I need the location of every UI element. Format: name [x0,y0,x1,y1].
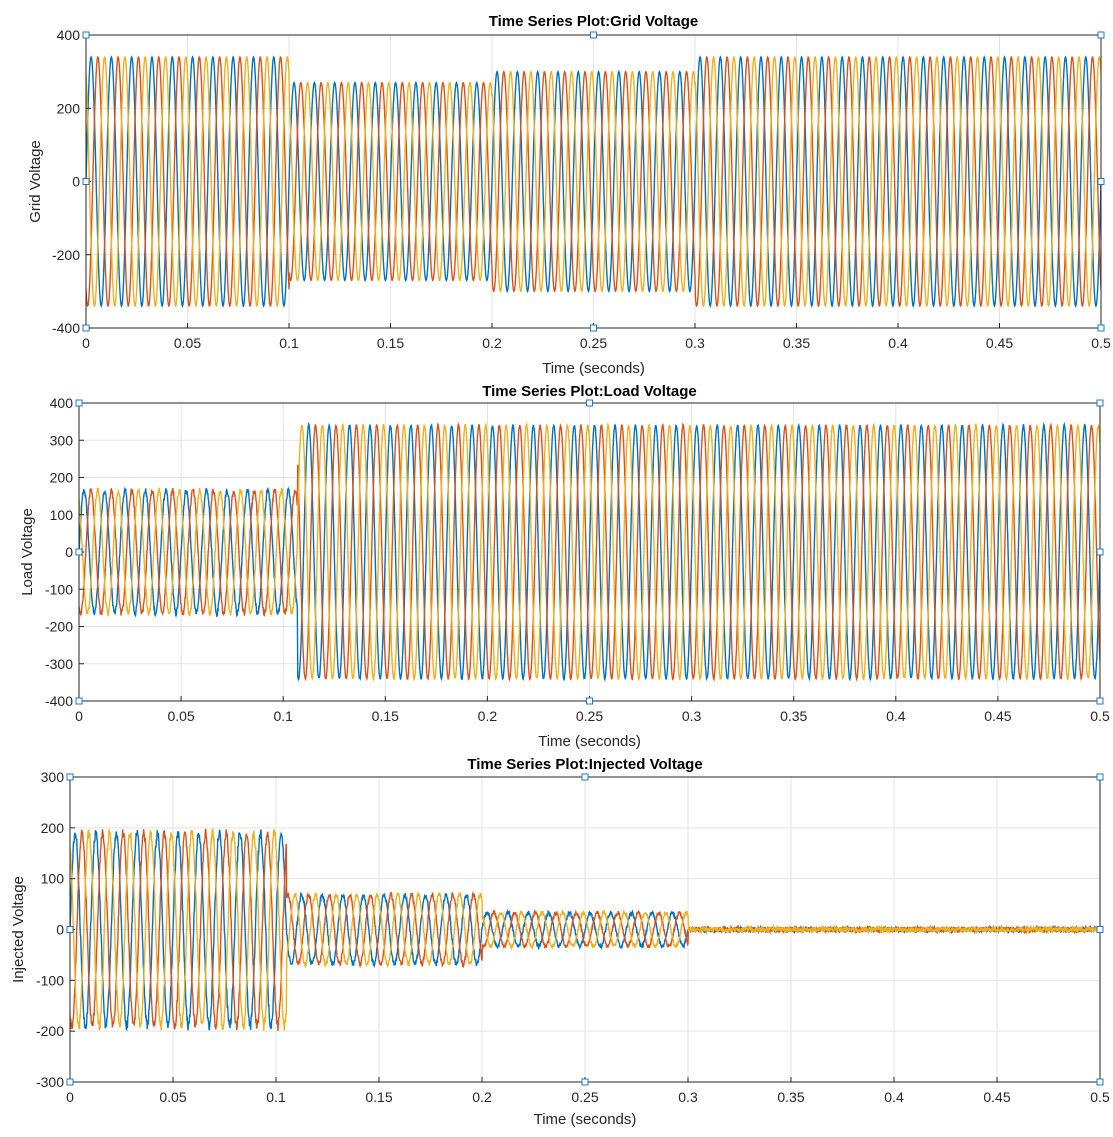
axes-handle[interactable] [82,324,90,332]
x-tick-label: 0.25 [576,708,603,724]
axes-handle[interactable] [75,399,83,407]
x-tick-label: 0.35 [783,335,810,351]
axes-handle[interactable] [1096,399,1104,407]
y-tick-label: -400 [52,320,80,336]
axes-handle[interactable] [66,773,74,781]
axes-handle[interactable] [1097,31,1105,39]
chart-panel-3: 0 0.05 0.1 0.15 0.2 0.25 0.3 0.35 0.4 0.45 0.5 -300… [10,756,1110,1128]
x-tick-label: 0.1 [266,1089,286,1105]
x-tick-label: 0.1 [279,335,299,351]
series-line-1 [86,55,1101,308]
axes-handle[interactable] [82,178,90,185]
axes-handle[interactable] [82,31,90,39]
x-tick-label: 0.2 [482,335,502,351]
y-tick-label: -300 [36,1074,64,1090]
chart-title: Time Series Plot:Grid Voltage [489,13,699,30]
axes-handle[interactable] [581,773,589,781]
axes-handle[interactable] [75,548,83,556]
y-tick-label: 100 [41,871,65,887]
y-tick-label: 0 [56,922,64,938]
y-tick-label: 400 [50,395,74,411]
x-tick-label: 0.45 [984,708,1011,724]
axes-handle[interactable] [581,1078,589,1086]
axes-handle[interactable] [1096,697,1104,705]
series-line-2 [86,55,1101,308]
chart-title: Time Series Plot:Injected Voltage [467,756,702,773]
axes-handle[interactable] [75,697,83,705]
y-tick-label: -200 [45,619,73,635]
y-tick-label: 0 [72,174,80,190]
x-tick-label: 0.5 [1090,1089,1110,1105]
x-tick-label: 0.45 [986,335,1013,351]
y-axis-label: Load Voltage [19,508,36,596]
x-tick-label: 0.05 [167,708,194,724]
axes-handle[interactable] [1096,773,1104,781]
x-tick-label: 0.15 [372,708,399,724]
x-tick-label: 0.3 [685,335,705,351]
axes-handle[interactable] [1096,926,1104,933]
x-tick-label: 0.15 [377,335,404,351]
y-tick-label: -300 [45,656,73,672]
y-tick-label: 200 [41,820,65,836]
y-axis-label: Grid Voltage [27,140,44,223]
x-tick-label: 0.3 [682,708,702,724]
x-tick-label: 0.15 [365,1089,392,1105]
series-line-1 [79,421,1100,682]
series-line-2 [79,422,1100,683]
y-tick-label: -400 [45,693,73,709]
y-tick-label: -200 [36,1023,64,1039]
y-tick-label: 300 [41,769,65,785]
axes-handle[interactable] [1096,548,1104,556]
axes-handle[interactable] [1096,1078,1104,1086]
x-tick-label: 0.45 [983,1089,1010,1105]
x-tick-label: 0.25 [571,1089,598,1105]
x-tick-label: 0 [82,335,90,351]
chart-panel-1: 0 0.05 0.1 0.15 0.2 0.25 0.3 0.35 0.4 0.45 0.5 -400… [27,13,1111,377]
x-tick-label: 0.05 [174,335,201,351]
x-tick-label: 0 [66,1089,74,1105]
y-tick-label: 200 [50,470,74,486]
x-tick-label: 0.05 [159,1089,186,1105]
axes-handle[interactable] [586,697,593,705]
x-tick-label: 0.25 [580,335,607,351]
x-tick-label: 0.4 [886,708,906,724]
axes-handle[interactable] [66,926,74,933]
axes-handle[interactable] [66,1078,74,1086]
x-tick-label: 0.4 [888,335,908,351]
x-tick-label: 0.35 [777,1089,804,1105]
x-axis-label: Time (seconds) [534,1111,637,1128]
axes-handle[interactable] [586,399,593,407]
x-tick-label: 0.2 [478,708,498,724]
axes-handle[interactable] [590,31,597,39]
x-tick-label: 0.5 [1091,335,1111,351]
y-tick-label: 100 [50,507,74,523]
y-tick-label: -100 [36,972,64,988]
series-line-3 [79,421,1100,682]
x-tick-label: 0 [75,708,83,724]
x-tick-label: 0.5 [1090,708,1110,724]
x-axis-label: Time (seconds) [538,733,641,750]
series-line-3 [86,55,1101,308]
x-axis-label: Time (seconds) [542,360,645,377]
y-tick-label: 400 [57,27,81,43]
axes-handle[interactable] [1097,178,1105,185]
y-tick-label: 300 [50,432,74,448]
y-tick-label: 200 [57,100,81,116]
y-tick-label: 0 [65,544,73,560]
axes-handle[interactable] [590,324,597,332]
y-axis-label: Injected Voltage [10,876,27,983]
axes-handle[interactable] [1097,324,1105,332]
x-tick-label: 0.2 [472,1089,492,1105]
y-tick-label: -100 [45,581,73,597]
x-tick-label: 0.4 [884,1089,904,1105]
x-tick-label: 0.35 [780,708,807,724]
chart-title: Time Series Plot:Load Voltage [482,383,697,400]
x-tick-label: 0.1 [273,708,293,724]
x-tick-label: 0.3 [678,1089,698,1105]
chart-panel-2: 0 0.05 0.1 0.15 0.2 0.25 0.3 0.35 0.4 0.45 0.5 -400… [19,383,1110,750]
series-line-3 [70,828,1100,1031]
y-tick-label: -200 [52,247,80,263]
